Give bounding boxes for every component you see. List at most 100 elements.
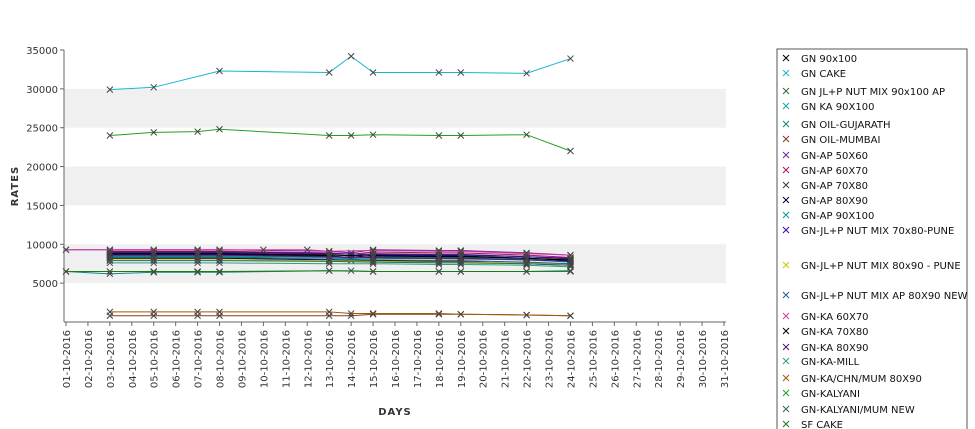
- legend-marker-icon: [782, 87, 790, 95]
- x-tick-label: 01-10-2016: [62, 330, 73, 388]
- series-line: [109, 251, 571, 259]
- legend-marker-icon: [782, 54, 790, 62]
- data-point-marker: [216, 257, 223, 264]
- y-tick-label: 20000: [26, 163, 58, 174]
- series-line: [109, 259, 571, 265]
- x-tick-label: 29-10-2016: [676, 330, 687, 388]
- legend-label: GN JL+P NUT MIX 90x100 AP: [801, 87, 945, 98]
- legend-marker-icon: [782, 211, 790, 219]
- x-tick-label: 11-10-2016: [281, 330, 292, 388]
- data-point-marker: [567, 312, 574, 320]
- data-point-marker: [457, 310, 465, 318]
- legend-marker-icon: [782, 343, 790, 351]
- data-point-marker: [325, 267, 333, 275]
- x-tick-label: 22-10-2016: [523, 330, 534, 388]
- legend-label: GN-JL+P NUT MIX 70x80-PUNE: [801, 226, 954, 237]
- data-point-marker: [216, 268, 223, 276]
- data-point-marker: [435, 247, 443, 255]
- legend-marker-icon: [782, 102, 790, 110]
- x-tick-label: 19-10-2016: [457, 330, 468, 388]
- legend-label: GN-KA 80X90: [801, 343, 869, 354]
- data-point-marker: [194, 268, 201, 276]
- data-point-marker: [303, 246, 311, 254]
- data-point-marker: [435, 69, 443, 76]
- series-line: [109, 311, 571, 317]
- series-gn-ka-chn-mum-80x90: [106, 308, 574, 320]
- data-point-marker: [523, 260, 530, 268]
- data-point-marker: [435, 132, 443, 139]
- data-point-marker: [216, 67, 223, 75]
- legend-label: GN KA 90X100: [801, 102, 874, 113]
- data-point-marker: [567, 147, 574, 155]
- data-point-marker: [523, 131, 530, 139]
- legend-marker-icon: [782, 291, 790, 299]
- data-point-marker: [435, 310, 443, 317]
- data-point-marker: [523, 311, 530, 319]
- legend-label: GN-AP 60X70: [801, 166, 868, 177]
- legend-item: GN-KA 70X80: [782, 327, 869, 338]
- legend-item: GN-AP 80X90: [782, 196, 868, 207]
- legend-item: GN-KALYANI/MUM NEW: [782, 405, 915, 416]
- data-point-marker: [457, 132, 465, 139]
- series-line: [109, 128, 571, 152]
- legend-label: GN-JL+P NUT MIX AP 80X90 NEW: [801, 291, 968, 302]
- series-line: [109, 256, 571, 265]
- data-point-marker: [523, 69, 530, 77]
- x-tick-label: 25-10-2016: [588, 330, 599, 388]
- legend-item: GN OIL-GUJARATH: [782, 120, 891, 131]
- series-gn-cake: [106, 52, 574, 93]
- x-tick-label: 10-10-2016: [259, 330, 270, 388]
- data-point-marker: [150, 268, 158, 275]
- legend-label: GN-AP 90X100: [801, 211, 874, 222]
- legend-box: [776, 48, 968, 429]
- x-tick-label: 28-10-2016: [654, 330, 665, 388]
- data-point-marker: [567, 55, 574, 62]
- series-line: [109, 254, 571, 262]
- x-tick-label: 05-10-2016: [150, 330, 161, 388]
- legend-marker-icon: [782, 226, 790, 234]
- data-point-marker: [369, 247, 377, 254]
- x-tick-label: 18-10-2016: [435, 330, 446, 388]
- legend-item: GN-KALYANI: [782, 389, 860, 400]
- legend-label: GN-JL+P NUT MIX 80x90 - PUNE: [801, 261, 961, 272]
- y-axis-ticks: 5000 10000 15000 20000 25000 30000 35000: [26, 46, 64, 290]
- x-tick-label: 16-10-2016: [391, 330, 402, 388]
- data-point-marker: [567, 254, 574, 262]
- legend-item: GN-JL+P NUT MIX AP 80X90 NEW: [782, 291, 968, 302]
- x-tick-label: 15-10-2016: [369, 330, 380, 388]
- data-point-marker: [106, 268, 114, 275]
- data-point-marker: [150, 257, 158, 264]
- data-point-marker: [216, 251, 223, 259]
- legend-item: GN CAKE: [782, 69, 846, 80]
- x-tick-label: 21-10-2016: [501, 330, 512, 388]
- y-tick-label: 15000: [26, 201, 58, 212]
- data-point-marker: [216, 308, 223, 316]
- x-tick-label: 30-10-2016: [698, 330, 709, 388]
- data-point-marker: [435, 259, 443, 267]
- data-point-marker: [194, 251, 201, 259]
- data-point-marker: [457, 268, 465, 275]
- legend-marker-icon: [782, 389, 790, 397]
- legend-item: GN KA 90X100: [782, 102, 874, 113]
- legend-marker-icon: [782, 120, 790, 128]
- legend-marker-icon: [782, 151, 790, 159]
- x-axis-title: DAYS: [378, 407, 412, 418]
- legend-item: GN-KA/CHN/MUM 80X90: [782, 374, 922, 385]
- x-tick-label: 14-10-2016: [347, 330, 358, 388]
- x-tick-label: 13-10-2016: [325, 330, 336, 388]
- grid-band: [64, 166, 726, 206]
- data-point-marker: [150, 268, 158, 276]
- legend-marker-icon: [782, 166, 790, 174]
- legend-item: GN-JL+P NUT MIX 80x90 - PUNE: [782, 261, 961, 272]
- series-line: [109, 260, 571, 266]
- data-point-marker: [194, 308, 201, 316]
- x-tick-label: 07-10-2016: [194, 330, 205, 388]
- data-point-marker: [106, 86, 114, 93]
- y-tick-label: 10000: [26, 240, 58, 251]
- data-point-marker: [369, 268, 377, 275]
- legend-item: GN-AP 60X70: [782, 166, 868, 177]
- data-point-marker: [435, 268, 443, 275]
- x-tick-label: 02-10-2016: [84, 330, 95, 388]
- x-tick-label: 20-10-2016: [479, 330, 490, 388]
